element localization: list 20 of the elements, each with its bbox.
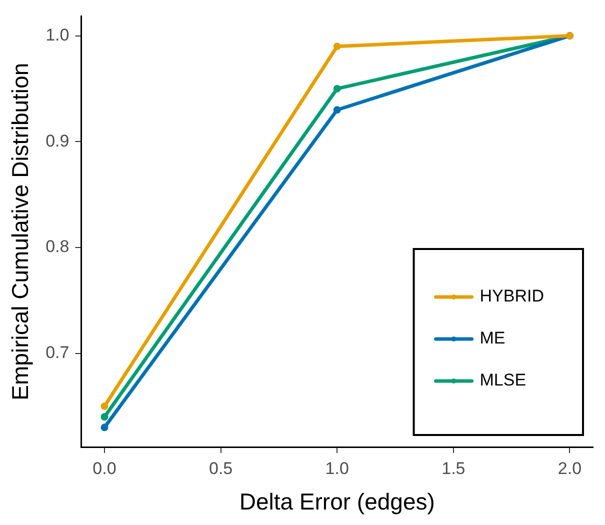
y-axis-title: Empirical Cumulative Distribution [7, 62, 34, 400]
y-tick-label: 0.7 [46, 343, 70, 362]
x-tick-label: 1.0 [325, 458, 349, 478]
x-tick-label: 0.0 [92, 458, 116, 478]
point [333, 84, 341, 92]
point [333, 106, 341, 114]
point [100, 402, 108, 410]
legend-label: ME [480, 328, 506, 348]
point [333, 42, 341, 50]
x-axis-title: Delta Error (edges) [239, 488, 435, 515]
y-tick-label: 0.8 [46, 237, 70, 256]
y-tick-label: 0.9 [46, 131, 70, 150]
x-tick-label: 0.5 [208, 458, 233, 478]
point [100, 424, 108, 432]
point [100, 413, 108, 421]
legend-label: MLSE [480, 370, 526, 390]
x-tick-label: 1.5 [442, 458, 466, 478]
y-tick-label: 1.0 [46, 25, 70, 44]
legend-label: HYBRID [480, 286, 544, 306]
x-tick-label: 2.0 [558, 458, 582, 478]
